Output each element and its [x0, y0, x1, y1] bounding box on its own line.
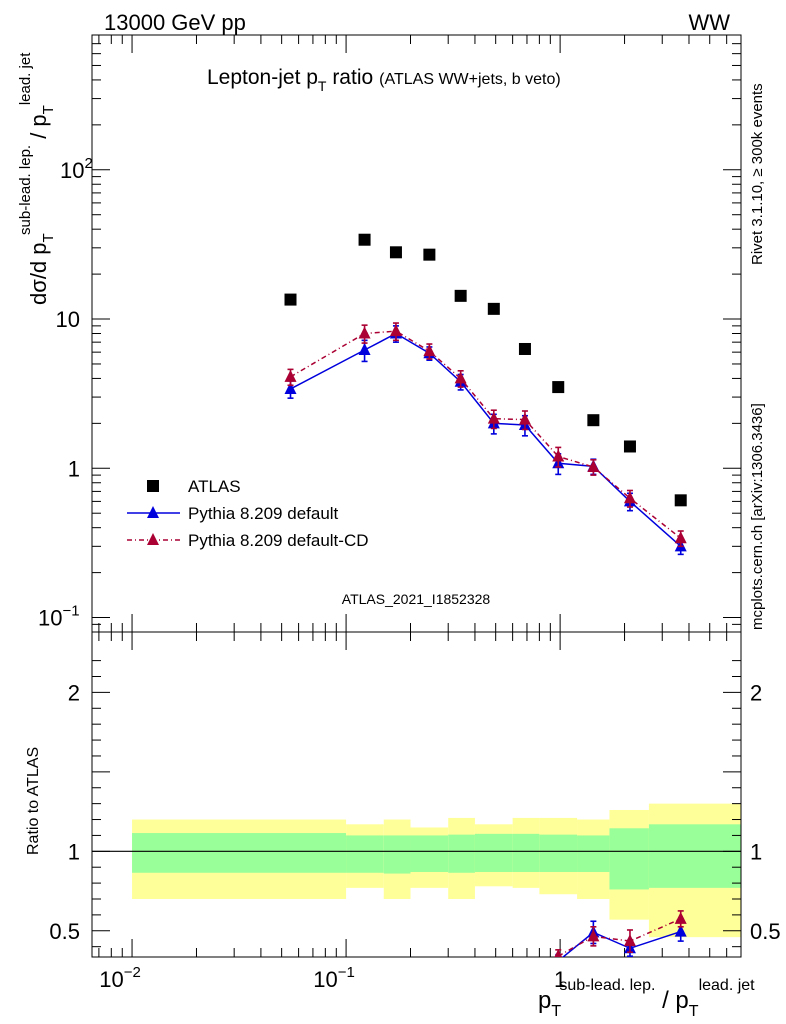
pythia_cd-ratio-point	[587, 929, 600, 942]
ratio-band-inner	[383, 835, 411, 874]
pythia_default-point	[284, 381, 297, 394]
pythia_cd-ratio-point	[554, 949, 563, 957]
legend-atlas-label: ATLAS	[188, 477, 241, 496]
atlas-point	[587, 414, 600, 427]
pythia_cd-point	[454, 371, 467, 384]
main-title-note: (ATLAS WW+jets, b veto)	[379, 71, 561, 88]
pythia_default-ratio-line	[561, 930, 681, 957]
legend-pythia_default-label: Pythia 8.209 default	[188, 504, 339, 523]
main-title-sub: T	[318, 78, 327, 94]
y-tick-label: 10	[56, 307, 80, 332]
pythia_cd-point	[674, 531, 687, 544]
atlas-point	[284, 293, 297, 306]
ratio-band-inner	[410, 835, 449, 872]
atlas-point	[454, 289, 467, 302]
main-title: Lepton-jet pT ratio (ATLAS WW+jets, b vet…	[207, 66, 561, 94]
site-label: mcplots.cern.ch [arXiv:1306.3436]	[749, 403, 766, 630]
pythia_cd-point	[487, 411, 500, 424]
atlas-point	[623, 440, 636, 453]
pythia_default-point	[358, 343, 371, 356]
rivet-label: Rivet 3.1.10, ≥ 300k events	[749, 83, 766, 265]
ratio-band-inner	[448, 834, 475, 873]
atlas-point	[358, 233, 371, 246]
ratio-band-inner	[577, 835, 610, 872]
ratio-band-inner	[132, 833, 347, 873]
y-tick-exponent: 2	[84, 155, 92, 172]
ratio-y-tick-label: 2	[68, 680, 80, 705]
main-title-rest: ratio	[326, 66, 373, 89]
ratio-y-tick-label: 1	[68, 839, 80, 864]
ratio-xlabel: pTsub-lead. lep. / pTlead. jet	[538, 977, 755, 1020]
x-tick-exponent: −1	[338, 964, 355, 981]
pythia_cd-point	[552, 449, 565, 462]
ratio-y-tick-label-right: 2	[750, 680, 762, 705]
process-label: WW	[688, 10, 730, 35]
ratio-ylabel: Ratio to ATLAS	[25, 747, 42, 855]
ratio-frame	[91, 631, 742, 958]
ratio-band-inner	[512, 833, 540, 872]
legend-atlas-marker	[147, 480, 159, 492]
y-tick-label: 1	[68, 456, 80, 481]
atlas-point	[552, 381, 565, 394]
legend-pythia_cd-marker	[147, 533, 159, 545]
pythia_default-line	[290, 332, 682, 547]
ratio-band-inner	[609, 828, 649, 890]
pythia_cd-point	[587, 460, 600, 473]
x-tick-exponent: −2	[124, 964, 141, 981]
main-title-main: Lepton-jet p	[207, 66, 318, 89]
x-tick-label: 10−2	[99, 964, 141, 992]
legend: ATLAS Pythia 8.209 default Pythia 8.209 de…	[127, 477, 369, 550]
legend-pythia_default-marker	[147, 506, 159, 518]
y-tick-label: 102	[60, 155, 93, 183]
y-tick-exponent: −1	[62, 603, 79, 620]
ratio-panel: 0.5 0.5 1 1 2 2 10−2 10−1 1	[49, 631, 781, 992]
atlas-point	[389, 246, 402, 259]
svg-text:pTsub-lead. lep. / pTlead. jet: pTsub-lead. lep. / pTlead. jet	[538, 977, 755, 1020]
pythia_cd-line	[290, 330, 682, 539]
y-tick-label: 10−1	[38, 603, 80, 631]
ratio-y-tick-label: 0.5	[49, 919, 80, 944]
pythia_cd-point	[518, 412, 531, 425]
ratio-band-inner	[648, 824, 741, 888]
pythia_cd-ratio-point	[623, 934, 636, 947]
pythia_cd-point	[389, 324, 402, 337]
pythia_cd-point	[358, 326, 371, 339]
pythia_cd-point	[623, 491, 636, 504]
pythia_default-ratio-point	[674, 924, 687, 937]
ratio-band-inner	[539, 834, 578, 872]
ratio-band-inner	[474, 833, 513, 872]
legend-pythia_cd-label: Pythia 8.209 default-CD	[188, 531, 369, 550]
energy-label: 13000 GeV pp	[104, 10, 246, 35]
ratio-y-tick-label-right: 0.5	[750, 919, 781, 944]
svg-text:dσ/d pTsub-lead. lep. / pTlead: dσ/d pTsub-lead. lep. / pTlead. jet	[17, 52, 57, 305]
analysis-watermark: ATLAS_2021_I1852328	[342, 591, 491, 607]
ratio-series	[554, 910, 687, 957]
main-ylabel: dσ/d pTsub-lead. lep. / pTlead. jet	[17, 52, 57, 305]
x-tick-label: 1	[554, 967, 566, 992]
ratio-y-tick-label-right: 1	[750, 839, 762, 864]
pythia_cd-point	[284, 369, 297, 382]
pythia_cd-ratio-line	[557, 918, 682, 957]
atlas-point	[518, 342, 531, 355]
atlas-point	[487, 302, 500, 315]
pythia_cd-ratio-point	[674, 911, 687, 924]
ratio-band-inner	[346, 835, 384, 873]
atlas-point	[674, 494, 687, 507]
x-tick-label: 10−1	[313, 964, 355, 992]
pythia_cd-point	[423, 344, 436, 357]
main-panel: 10−1 1 10 102	[38, 34, 742, 633]
atlas-point	[423, 248, 436, 261]
